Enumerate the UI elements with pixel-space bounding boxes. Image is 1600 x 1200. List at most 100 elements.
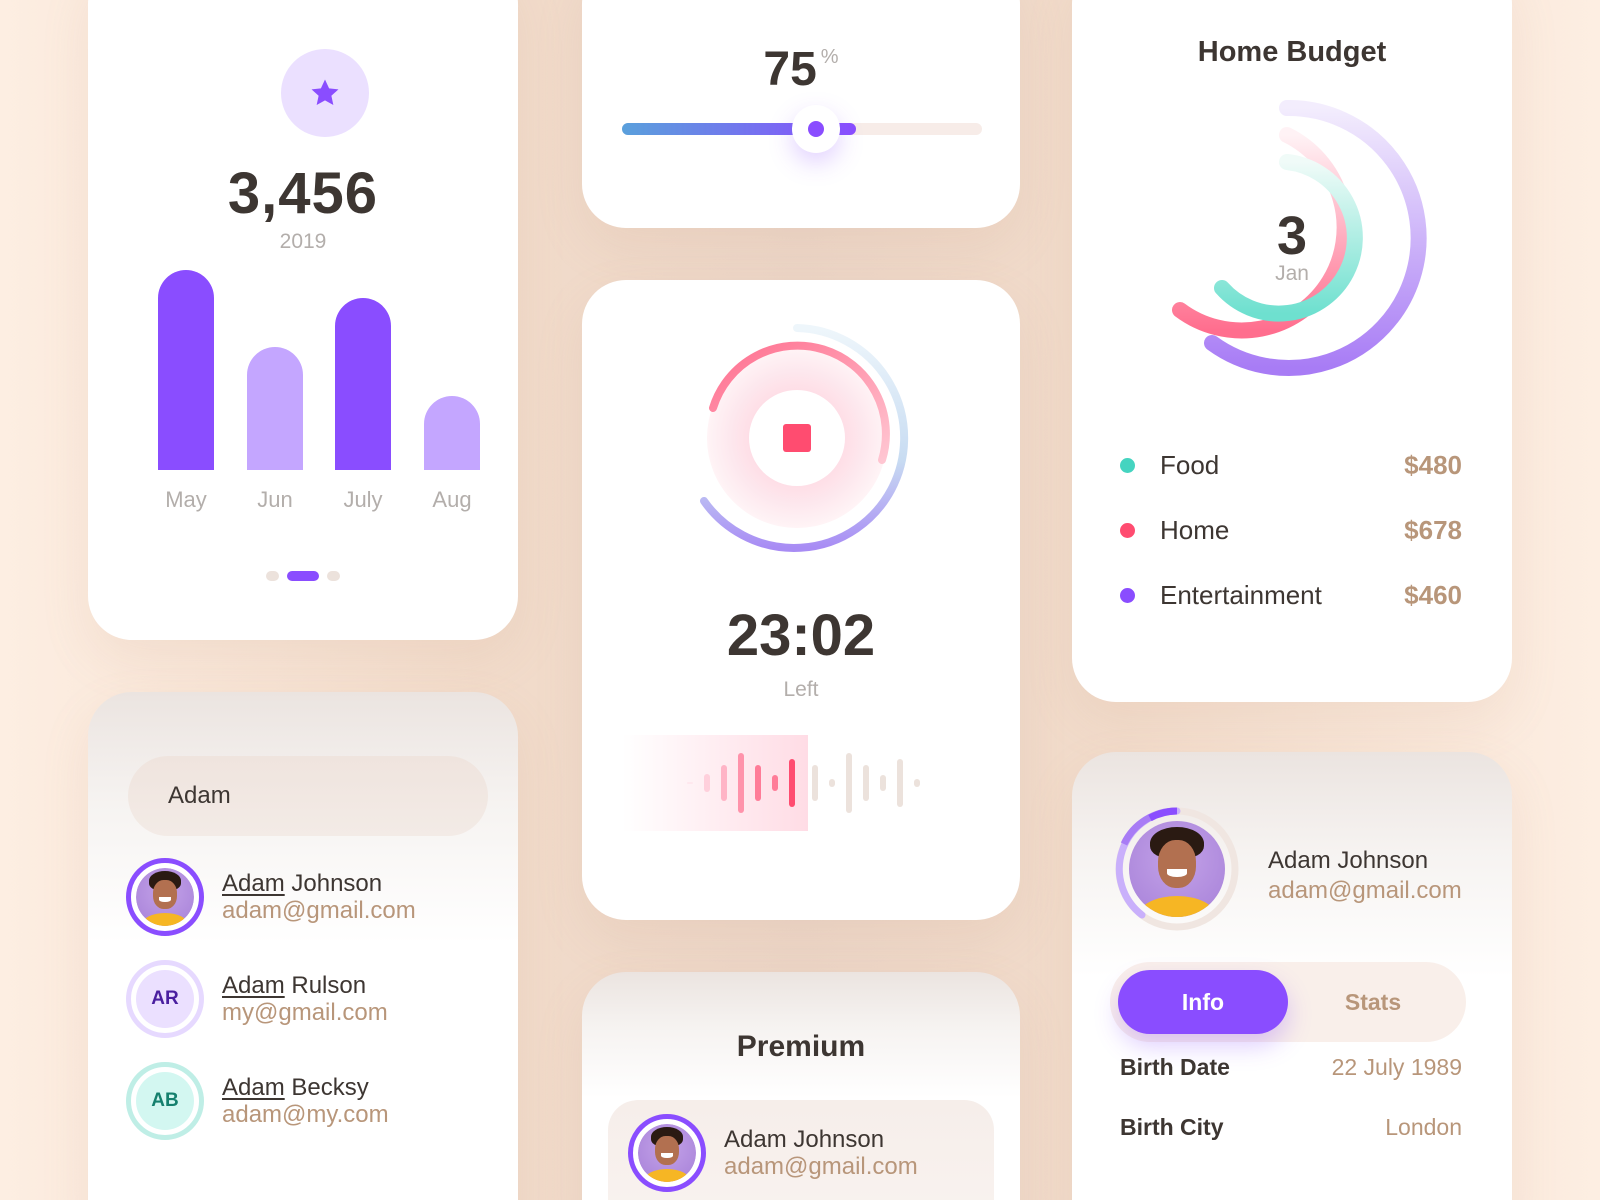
user-name: Adam Johnson [1268,847,1429,874]
budget-day: 3 [1276,206,1308,266]
audio-waveform[interactable] [622,735,982,831]
tab-info[interactable]: Info [1118,970,1288,1034]
wave-bar-played [738,753,744,813]
bar-label: May [165,487,207,512]
stats-year: 2019 [279,230,327,253]
wave-bar-played [755,765,761,801]
budget-item-amount: $460 [1404,580,1462,610]
wave-bar-remaining [863,765,869,801]
search-result-item[interactable]: AB Adam Becksy adam@my.com [126,1062,389,1140]
premium-title: Premium [736,1030,866,1063]
percent-unit: % [820,46,839,68]
budget-month: Jan [1275,262,1309,285]
search-bar[interactable] [128,756,488,836]
page-indicator[interactable] [88,571,518,581]
search-result-item[interactable]: AR Adam Rulson my@gmail.com [126,960,388,1038]
field-label: Birth City [1120,1114,1224,1140]
info-row-birth-city: Birth City London [1120,1114,1462,1141]
budget-item-label: Home [1160,515,1230,545]
avatar: AB [126,1062,204,1140]
avatar [628,1114,706,1192]
budget-item-entertainment[interactable]: Entertainment $460 [1120,580,1462,611]
avatar [126,858,204,936]
slider-thumb-dot [808,121,824,137]
waveform-played-region [622,735,808,831]
contact-email: my@gmail.com [222,999,388,1026]
home-dot-icon [1120,523,1135,538]
stop-icon[interactable] [783,424,811,452]
timer-card: 23:02 Left [582,280,1020,920]
contact-name: Adam Rulson [222,972,367,999]
avatar-initials: AR [136,970,194,1028]
bar-may[interactable] [158,270,214,470]
timer-time: 23:02 [726,603,876,668]
wave-bar-played [687,782,693,784]
slider-thumb[interactable] [792,105,840,153]
budget-item-amount: $678 [1404,515,1462,545]
budget-card: Home Budget 3 Jan Food $480 Home [1072,0,1512,702]
wave-bar-remaining [829,779,835,787]
tab-stats[interactable]: Stats [1344,988,1402,1015]
contact-email: adam@gmail.com [222,897,416,924]
bar-aug[interactable] [424,396,480,470]
stats-card: 3,456 2019 May Jun July Aug [88,0,518,640]
profile-tabs: Info Stats [1110,962,1466,1042]
wave-bar-played [704,774,710,792]
budget-item-home[interactable]: Home $678 [1120,515,1462,546]
star-badge [281,49,369,137]
search-input[interactable] [168,782,478,810]
slider-readout: 75% [582,42,1020,97]
wave-bar-played [772,775,778,791]
contact-email: adam@my.com [222,1101,389,1128]
field-value: London [1385,1114,1462,1140]
budget-item-label: Food [1160,450,1220,480]
bar-jun[interactable] [247,347,303,470]
bar-label: July [343,487,383,512]
stats-value: 3,456 [227,161,379,226]
budget-item-amount: $480 [1404,450,1462,480]
wave-bar-remaining [914,779,920,787]
timer-label: Left [783,678,819,701]
timer-progress-ring [700,324,909,552]
search-result-item[interactable]: Adam Johnson adam@gmail.com [126,858,416,936]
avatar-initials: AB [136,1072,194,1130]
premium-user-row[interactable]: Adam Johnson adam@gmail.com [608,1100,994,1200]
wave-bar-remaining [897,759,903,807]
field-value: 22 July 1989 [1331,1054,1462,1080]
avatar-photo [136,868,194,926]
premium-card: Premium Adam Johnson adam@gmail.com [582,972,1020,1200]
profile-card: Adam Johnson adam@gmail.com Info Stats B… [1072,752,1512,1200]
entertainment-dot-icon [1120,588,1135,603]
profile-progress-ring [1115,807,1239,931]
wave-bar-played [721,765,727,801]
profile-identity: Adam Johnson adam@gmail.com [1268,846,1462,906]
wave-bar-remaining [846,753,852,813]
budget-title: Home Budget [1197,36,1387,68]
slider-card: 75% [582,0,1020,228]
wave-bar-remaining [812,765,818,801]
search-card: Adam Johnson adam@gmail.com AR Adam Ruls… [88,692,518,1200]
budget-radial-chart [1172,100,1427,376]
page-dot-active[interactable] [287,571,319,581]
field-label: Birth Date [1120,1054,1230,1080]
wave-bar-played [789,759,795,807]
info-row-birth-date: Birth Date 22 July 1989 [1120,1054,1462,1081]
star-icon [311,79,339,106]
page-dot[interactable] [266,571,279,581]
bar-label: Aug [432,487,472,512]
budget-item-food[interactable]: Food $480 [1120,450,1462,481]
user-email: adam@gmail.com [724,1153,918,1180]
user-email: adam@gmail.com [1268,877,1462,904]
contact-name: Adam Johnson [222,870,383,897]
avatar: AR [126,960,204,1038]
page-dot[interactable] [327,571,340,581]
avatar-photo [638,1124,696,1182]
wave-bar-remaining [880,775,886,791]
food-dot-icon [1120,458,1135,473]
bar-july[interactable] [335,298,391,470]
budget-item-label: Entertainment [1160,580,1322,610]
bar-chart: May Jun July Aug [88,0,518,640]
bar-label: Jun [257,487,293,512]
avatar-photo [1129,821,1225,917]
user-name: Adam Johnson [724,1126,885,1153]
